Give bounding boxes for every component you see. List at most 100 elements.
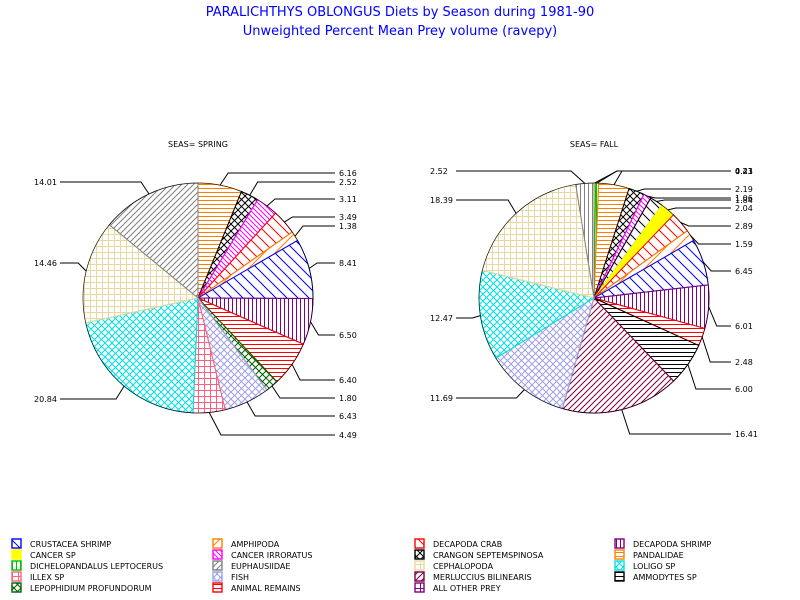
legend-label-10: CEPHALOPODA	[433, 562, 494, 571]
legend-label-1: AMPHIPODA	[231, 540, 280, 549]
legend-label-18: ALL OTHER PREY	[433, 584, 501, 593]
fall-value-label-13: 16.41	[735, 430, 758, 439]
fall-value-label-10: 6.01	[735, 322, 753, 331]
legend-swatch-3	[614, 538, 625, 549]
legend-swatch-11	[614, 560, 625, 571]
legend-swatch-18	[414, 582, 425, 593]
chart-title: PARALICHTHYS OBLONGUS Diets by Season du…	[206, 5, 595, 20]
fall-value-label-0: 0.23	[735, 167, 753, 176]
spring-value-label-13: 14.01	[34, 178, 57, 187]
fall-value-label-4: 1.06	[735, 194, 753, 203]
legend-swatch-14	[414, 571, 425, 582]
fall-value-label-12: 6.00	[735, 385, 753, 394]
spring-leader-10	[208, 412, 335, 436]
legend: CRUSTACEA SHRIMP AMPHIPODA DECAPODA CRAB DE…	[11, 538, 711, 593]
legend-label-13: FISH	[231, 573, 249, 582]
fall-value-label-3: 2.19	[735, 185, 753, 194]
fall-value-label-6: 2.04	[735, 204, 753, 213]
fall-leader-0	[594, 170, 731, 184]
spring-leader-3	[284, 216, 335, 223]
legend-label-7: PANDALIDAE	[633, 551, 684, 560]
legend-swatch-6	[414, 549, 425, 560]
fall-value-label-17: 2.52	[430, 167, 448, 176]
fall-leader-15	[456, 315, 481, 319]
spring-value-label-10: 4.49	[339, 431, 357, 440]
legend-swatch-17	[212, 582, 223, 593]
fall-value-label-2: 4.23	[735, 167, 753, 176]
legend-swatch-12	[11, 571, 22, 582]
fall-value-label-11: 2.48	[735, 358, 753, 367]
fall-value-label-9: 6.45	[735, 267, 753, 276]
spring-value-label-4: 1.38	[339, 222, 357, 231]
fall-value-label-8: 1.59	[735, 240, 753, 249]
fall-pie-title: SEAS= FALL	[570, 140, 619, 149]
legend-swatch-16	[11, 582, 22, 593]
legend-label-14: MERLUCCIUS BILINEARIS	[433, 573, 532, 582]
fall-value-label-5: 1.84	[735, 196, 753, 205]
spring-value-label-0: 6.16	[339, 169, 357, 178]
legend-label-5: CANCER IRRORATUS	[231, 551, 312, 560]
spring-value-label-6: 6.50	[339, 331, 357, 340]
spring-value-label-7: 6.40	[339, 376, 357, 385]
spring-value-label-5: 8.41	[339, 259, 357, 268]
legend-swatch-13	[212, 571, 223, 582]
fall-leader-14	[456, 389, 525, 399]
chart-subtitle: Unweighted Percent Mean Prey volume (rav…	[243, 24, 557, 39]
legend-swatch-1	[212, 538, 223, 549]
legend-label-6: CRANGON SEPTEMSPINOSA	[433, 551, 544, 560]
legend-swatch-8	[11, 560, 22, 571]
legend-swatch-0	[11, 538, 22, 549]
spring-leader-5	[308, 262, 335, 269]
fall-value-label-1: 0.41	[735, 167, 753, 176]
fall-leader-11	[701, 336, 731, 363]
spring-leader-12	[60, 262, 87, 272]
legend-label-17: ANIMAL REMAINS	[231, 584, 301, 593]
fall-value-label-7: 2.89	[735, 222, 753, 231]
spring-value-label-2: 3.11	[339, 195, 357, 204]
spring-pie-outline	[82, 182, 314, 414]
fall-leader-12	[687, 364, 731, 390]
fall-leader-2	[613, 170, 731, 186]
fall-leader-10	[708, 306, 731, 327]
legend-swatch-2	[414, 538, 425, 549]
spring-leader-0	[219, 172, 335, 186]
fall-leader-17	[456, 170, 586, 184]
spring-leader-11	[60, 385, 125, 400]
fall-leader-8	[690, 235, 731, 245]
legend-swatch-10	[414, 560, 425, 571]
fall-leader-7	[680, 222, 731, 227]
fall-leader-4	[647, 195, 731, 199]
spring-leader-2	[266, 198, 335, 207]
legend-label-2: DECAPODA CRAB	[433, 540, 502, 549]
fall-value-label-16: 18.39	[430, 196, 453, 205]
fall-leader-1	[596, 170, 731, 184]
fall-value-label-15: 12.47	[430, 314, 453, 323]
spring-value-label-3: 3.49	[339, 213, 357, 222]
legend-swatch-4	[11, 549, 22, 560]
legend-label-3: DECAPODA SHRIMP	[633, 540, 711, 549]
legend-swatch-7	[614, 549, 625, 560]
legend-swatch-9	[212, 560, 223, 571]
spring-value-label-9: 6.43	[339, 412, 357, 421]
spring-leader-7	[291, 363, 335, 381]
fall-leader-6	[667, 207, 731, 211]
legend-label-8: DICHELOPANDALUS LEPTOCERUS	[30, 562, 163, 571]
spring-leader-1	[249, 181, 335, 196]
legend-label-16: LEPOPHIDIUM PROFUNDORUM	[30, 584, 152, 593]
fall-leader-13	[621, 409, 731, 435]
legend-swatch-5	[212, 549, 223, 560]
spring-leader-6	[310, 321, 335, 336]
legend-label-11: LOLIGO SP	[633, 562, 675, 571]
spring-leader-13	[60, 181, 150, 195]
fall-leader-3	[636, 188, 731, 192]
fall-pie: 0.230.414.23 2.191.061.842.04 2.89 1.59 6.45…	[430, 167, 758, 439]
spring-pie: 6.162.52 3.11 3.491.38 8.41 6.50 6.40 1.80 6.43…	[34, 169, 357, 440]
fall-leader-5	[656, 199, 731, 202]
fall-leader-9	[702, 261, 731, 272]
fall-leader-16	[456, 199, 517, 214]
fall-pie-outline	[478, 182, 710, 414]
spring-value-label-8: 1.80	[339, 394, 357, 403]
spring-leader-8	[271, 385, 335, 399]
spring-value-label-12: 14.46	[34, 259, 57, 268]
